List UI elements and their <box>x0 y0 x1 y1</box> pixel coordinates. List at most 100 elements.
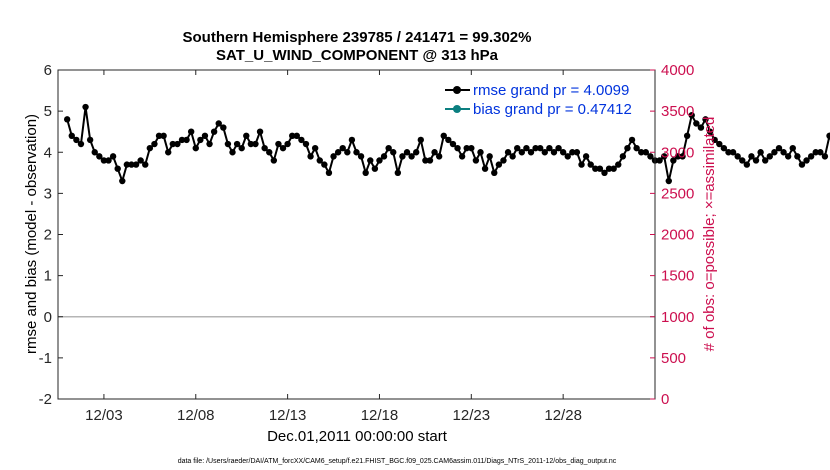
y-left-tick-label: -2 <box>39 391 52 408</box>
rmse-point <box>321 161 328 168</box>
rmse-point <box>660 153 668 160</box>
rmse-point <box>463 144 470 152</box>
rmse-point <box>435 153 443 160</box>
y-left-tick-label: 4 <box>44 144 52 161</box>
rmse-point <box>220 124 227 131</box>
rmse-point <box>137 157 144 164</box>
rmse-point <box>302 140 310 148</box>
rmse-point <box>77 140 85 148</box>
rmse-point <box>458 153 466 160</box>
rmse-point <box>215 120 222 127</box>
rmse-point <box>826 132 830 139</box>
rmse-point <box>128 161 135 168</box>
rmse-point <box>536 144 544 152</box>
rmse-point <box>541 149 548 156</box>
rmse-point <box>454 144 461 152</box>
rmse-point <box>582 153 590 160</box>
rmse-point <box>468 144 475 152</box>
rmse-point <box>817 149 824 156</box>
rmse-point <box>812 149 819 156</box>
rmse-point <box>775 144 783 152</box>
rmse-point <box>601 169 608 177</box>
rmse-point <box>142 161 149 168</box>
rmse-point <box>743 161 751 168</box>
rmse-point <box>803 157 810 164</box>
rmse-point <box>353 149 360 156</box>
rmse-point <box>706 128 714 135</box>
rmse-point <box>275 140 282 148</box>
rmse-point <box>486 153 493 160</box>
y-right-tick-label: 2500 <box>661 185 694 202</box>
data-file-footnote: data file: /Users/raeder/DAI/ATM_forcXX/… <box>178 458 617 465</box>
legend-rmse-label: rmse grand pr = 4.0099 <box>473 82 629 99</box>
rmse-point <box>532 144 539 152</box>
rmse-point <box>559 149 567 156</box>
y-left-tick-label: 5 <box>44 103 52 120</box>
rmse-point <box>105 157 112 164</box>
rmse-point <box>587 161 594 168</box>
rmse-point <box>440 132 447 139</box>
rmse-point <box>408 153 415 160</box>
rmse-point <box>477 149 484 156</box>
rmse-point <box>123 161 131 168</box>
rmse-point <box>527 149 535 156</box>
rmse-point <box>165 149 172 156</box>
rmse-point <box>647 153 654 160</box>
rmse-point <box>481 165 489 172</box>
rmse-point <box>807 153 815 160</box>
rmse-point <box>151 140 158 148</box>
rmse-point <box>546 144 553 152</box>
rmse-point <box>380 153 388 160</box>
rmse-point <box>564 153 571 160</box>
y-left-tick-label: 2 <box>44 227 52 244</box>
legend: rmse grand pr = 4.0099 bias grand pr = 0… <box>445 82 632 118</box>
rmse-point <box>298 136 305 144</box>
y-right-tick-label: 4000 <box>661 62 694 79</box>
rmse-point <box>417 136 424 144</box>
rmse-point <box>311 144 319 152</box>
rmse-point <box>578 161 585 168</box>
rmse-point <box>615 161 622 168</box>
rmse-point <box>821 153 829 160</box>
rmse-point <box>344 149 351 156</box>
rmse-point <box>376 157 383 164</box>
x-axis: 12/03 12/08 12/13 12/18 12/23 12/28 <box>85 70 582 424</box>
rmse-point <box>555 144 562 152</box>
rmse-point <box>638 149 645 156</box>
rmse-point <box>362 169 369 177</box>
y-right-tick-label: 0 <box>661 391 669 408</box>
rmse-point <box>63 116 71 123</box>
rmse-point <box>472 157 480 164</box>
rmse-point <box>261 144 268 152</box>
rmse-point <box>183 136 190 144</box>
rmse-point <box>504 149 512 156</box>
rmse-point <box>238 144 245 152</box>
rmse-point <box>316 157 323 164</box>
rmse-point <box>679 153 686 160</box>
chart-title-line1: Southern Hemisphere 239785 / 241471 = 99… <box>183 29 532 46</box>
rmse-point <box>86 136 94 144</box>
rmse-point <box>697 124 705 131</box>
rmse-point <box>674 153 682 160</box>
rmse-point <box>160 132 167 139</box>
rmse-point <box>100 157 108 164</box>
rmse-point <box>390 149 397 156</box>
rmse-point <box>210 128 218 135</box>
rmse-point <box>688 112 695 119</box>
rmse-point <box>523 144 530 152</box>
rmse-point <box>656 157 663 164</box>
rmse-point <box>729 149 737 156</box>
rmse-point <box>155 132 163 139</box>
rmse-point <box>371 165 379 172</box>
rmse-point <box>798 161 806 168</box>
y-axis-right: 0 500 1000 1500 2000 2500 3000 3500 4000 <box>650 62 694 408</box>
rmse-point <box>109 153 117 160</box>
rmse-point <box>293 132 300 139</box>
rmse-point <box>431 149 438 156</box>
rmse-point <box>610 165 617 172</box>
rmse-point <box>146 144 154 152</box>
rmse-point <box>596 165 604 172</box>
rmse-point <box>518 149 526 156</box>
x-tick-label: 12/28 <box>544 407 582 424</box>
rmse-point <box>628 136 636 144</box>
